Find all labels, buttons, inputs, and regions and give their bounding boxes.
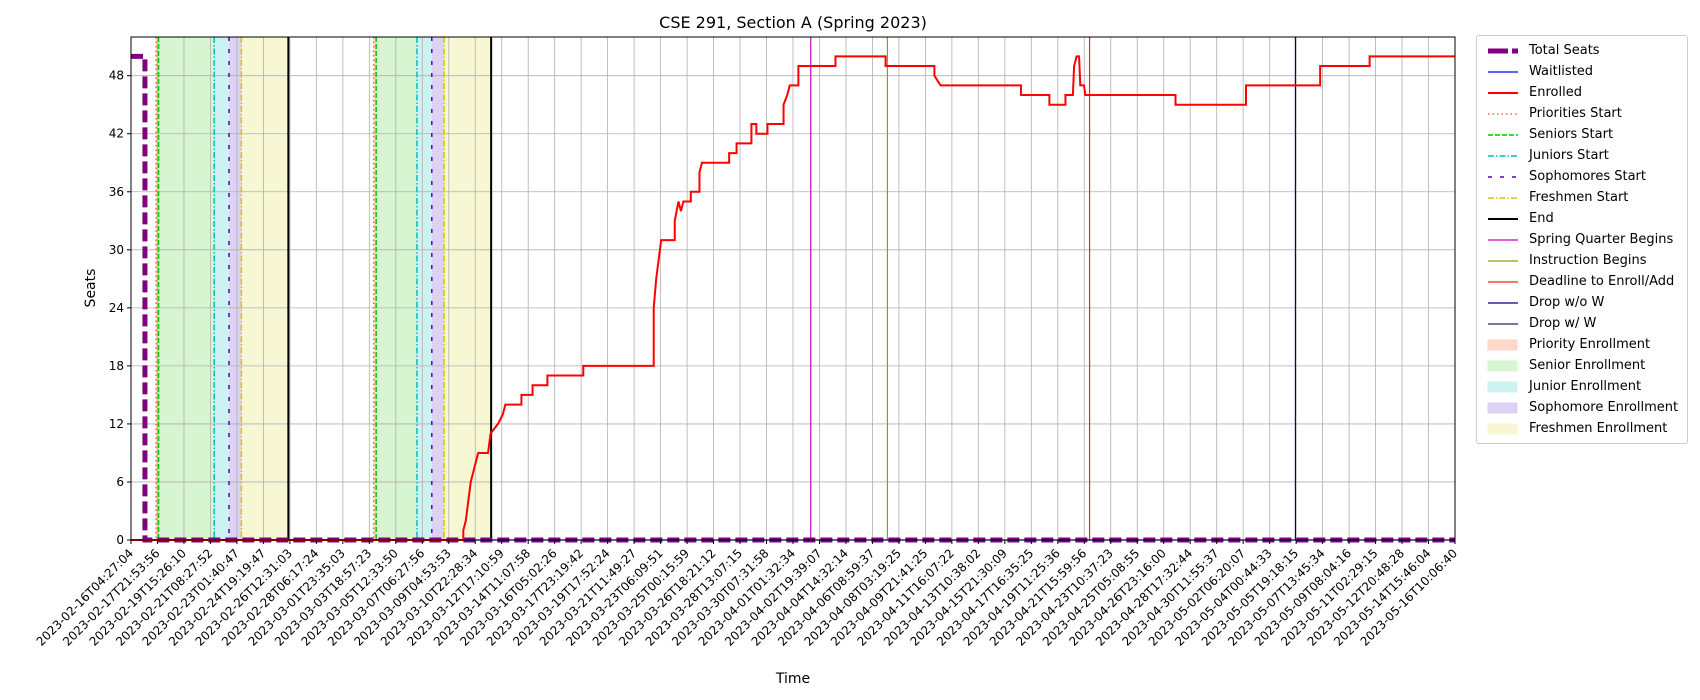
y-tick-label-4: 24 xyxy=(109,301,124,315)
legend-swatch-7 xyxy=(1488,196,1518,199)
legend-label-10: Instruction Begins xyxy=(1529,253,1647,268)
legend-label-14: Priority Enrollment xyxy=(1529,337,1651,352)
legend-label-16: Junior Enrollment xyxy=(1529,379,1642,394)
legend-swatch-12 xyxy=(1488,301,1518,304)
legend-swatch-17 xyxy=(1487,402,1518,413)
span-4-0 xyxy=(241,37,289,540)
legend-item-9: Spring Quarter Begins xyxy=(1477,229,1687,250)
legend-item-10: Instruction Begins xyxy=(1477,250,1687,271)
series-0 xyxy=(131,53,1455,543)
span-1-0 xyxy=(158,37,215,540)
legend-item-3: Priorities Start xyxy=(1477,103,1687,124)
legend-swatch-6 xyxy=(1488,175,1518,178)
span-2-1 xyxy=(416,37,432,540)
span-2-0 xyxy=(214,37,230,540)
legend-item-1: Waitlisted xyxy=(1477,61,1687,82)
span-4-1 xyxy=(444,37,492,540)
legend-label-17: Sophomore Enrollment xyxy=(1529,400,1679,415)
legend-item-6: Sophomores Start xyxy=(1477,166,1687,187)
legend-label-0: Total Seats xyxy=(1529,43,1600,58)
legend-label-12: Drop w/o W xyxy=(1529,295,1605,310)
legend-label-1: Waitlisted xyxy=(1529,64,1594,79)
legend-label-6: Sophomores Start xyxy=(1529,169,1646,184)
y-tick-label-1: 6 xyxy=(116,475,124,489)
span-0-1 xyxy=(373,37,377,540)
legend-item-12: Drop w/o W xyxy=(1477,292,1687,313)
legend-swatch-18 xyxy=(1487,423,1518,434)
legend-item-17: Sophomore Enrollment xyxy=(1477,397,1687,418)
legend-item-8: End xyxy=(1477,208,1687,229)
span-3-1 xyxy=(431,37,445,540)
legend-item-11: Deadline to Enroll/Add xyxy=(1477,271,1687,292)
legend-swatch-10 xyxy=(1488,259,1518,262)
legend-item-18: Freshmen Enrollment xyxy=(1477,418,1687,439)
x-axis: 2023-02-16T04:27:042023-02-17T21:53:5620… xyxy=(34,540,1460,649)
legend-swatch-5 xyxy=(1488,154,1518,157)
legend-label-2: Enrolled xyxy=(1529,85,1582,100)
y-tick-label-5: 30 xyxy=(109,243,124,257)
legend-item-2: Enrolled xyxy=(1477,82,1687,103)
event-lines xyxy=(155,37,1297,540)
span-3-0 xyxy=(229,37,242,540)
legend-label-9: Spring Quarter Begins xyxy=(1529,232,1674,247)
legend-swatch-8 xyxy=(1488,217,1518,220)
span-1-1 xyxy=(376,37,417,540)
y-tick-label-7: 42 xyxy=(109,127,124,141)
legend-label-18: Freshmen Enrollment xyxy=(1529,421,1668,436)
legend-swatch-1 xyxy=(1488,70,1518,73)
legend-item-7: Freshmen Start xyxy=(1477,187,1687,208)
legend-item-13: Drop w/ W xyxy=(1477,313,1687,334)
legend-label-7: Freshmen Start xyxy=(1529,190,1629,205)
y-axis-label: Seats xyxy=(83,269,99,308)
legend-item-4: Seniors Start xyxy=(1477,124,1687,145)
y-axis: 0 6 12 18 24 30 36 42 48 xyxy=(109,69,131,547)
legend-item-15: Senior Enrollment xyxy=(1477,355,1687,376)
y-tick-label-0: 0 xyxy=(116,533,124,547)
legend-swatch-0 xyxy=(1488,48,1518,53)
legend-swatch-15 xyxy=(1487,360,1518,371)
legend-item-0: Total Seats xyxy=(1477,40,1687,61)
y-tick-label-3: 18 xyxy=(109,359,124,373)
legend-item-16: Junior Enrollment xyxy=(1477,376,1687,397)
chart-title: CSE 291, Section A (Spring 2023) xyxy=(659,13,927,32)
enrollment-periods xyxy=(156,37,492,540)
legend-label-5: Juniors Start xyxy=(1529,148,1609,163)
legend-swatch-16 xyxy=(1487,381,1518,392)
x-axis-label: Time xyxy=(775,671,810,687)
legend-swatch-4 xyxy=(1488,133,1518,136)
grid xyxy=(130,37,1456,541)
y-tick-label-2: 12 xyxy=(109,417,124,431)
legend-label-11: Deadline to Enroll/Add xyxy=(1529,274,1675,289)
legend-item-14: Priority Enrollment xyxy=(1477,334,1687,355)
y-tick-label-8: 48 xyxy=(109,69,124,83)
legend-label-3: Priorities Start xyxy=(1529,106,1622,121)
legend-swatch-2 xyxy=(1488,91,1518,94)
legend-label-13: Drop w/ W xyxy=(1529,316,1597,331)
legend-swatch-14 xyxy=(1487,339,1518,350)
legend-label-15: Senior Enrollment xyxy=(1529,358,1646,373)
legend-swatch-13 xyxy=(1488,322,1518,325)
legend: Total Seats Waitlisted Enrolled Priorities … xyxy=(1476,35,1688,444)
series-2 xyxy=(131,55,1455,541)
legend-item-5: Juniors Start xyxy=(1477,145,1687,166)
legend-label-4: Seniors Start xyxy=(1529,127,1614,142)
y-tick-label-6: 36 xyxy=(109,185,124,199)
legend-swatch-9 xyxy=(1488,238,1518,241)
legend-label-8: End xyxy=(1529,211,1554,226)
legend-swatch-3 xyxy=(1488,112,1518,115)
legend-swatch-11 xyxy=(1488,280,1518,283)
